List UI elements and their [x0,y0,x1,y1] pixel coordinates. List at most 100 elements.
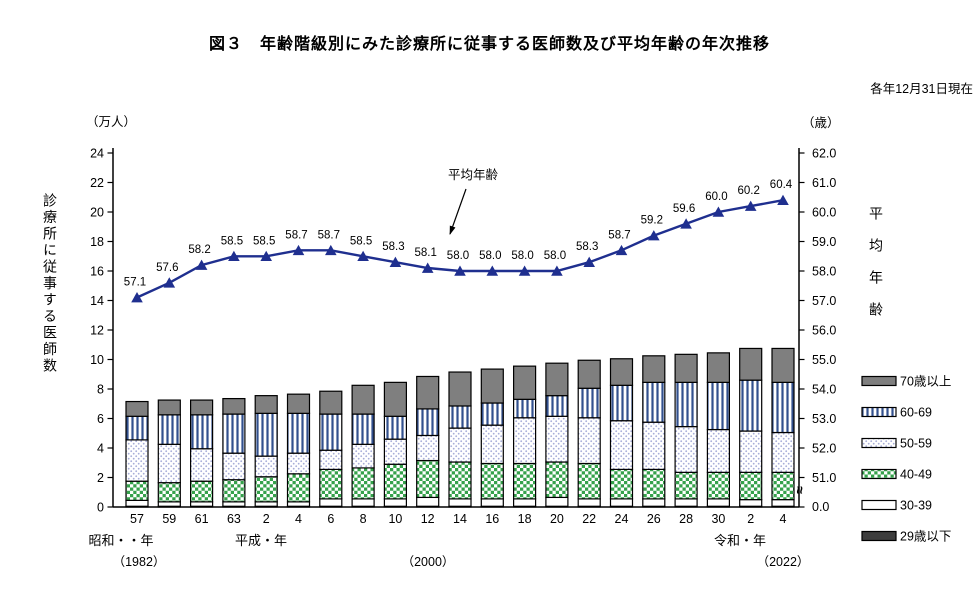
bar-segment [577,498,601,507]
bar-segment [190,501,214,507]
bar-segment [642,421,666,470]
right-axis-tick-label: 62.0 [812,147,836,161]
bar-segment [577,462,601,500]
line-value-label: 59.6 [673,203,695,215]
line-value-label: 58.5 [253,235,275,247]
left-axis-tick-label: 6 [97,412,104,426]
legend-swatch-gray [861,375,897,387]
bar-segment [545,461,569,499]
bar-segment [512,398,537,419]
left-axis-tick-label: 2 [97,471,104,485]
line-marker-triangle [357,250,369,262]
right-axis-unit-label: （歳） [802,116,840,130]
line-value-label: 58.7 [285,229,307,241]
bar-segment [157,399,181,416]
bar-segment [416,459,440,499]
x-axis-tick-label: 61 [195,512,209,526]
bar-segment [157,443,181,484]
bar-segment [609,498,634,507]
left-axis-tick-label: 4 [97,442,104,456]
bar-segment [706,498,731,507]
bar-segment [480,498,504,507]
bar-segment [157,501,181,507]
line-marker-triangle [744,200,757,211]
bar-segment [254,412,278,457]
line-value-label: 58.0 [479,250,501,262]
bar-segment [351,384,375,415]
x-axis-tick-label: 26 [647,512,661,526]
bar-segment [416,408,440,437]
bar-segment [125,480,149,501]
right-axis-zero-label: 0.0 [812,500,829,514]
bar-segment [254,455,278,478]
bar-segment [609,468,634,500]
x-axis-tick-label: 22 [582,512,596,526]
line-value-label: 57.1 [124,277,146,289]
line-value-label: 58.5 [350,235,372,247]
bar-segment [416,375,440,410]
bar-segment [286,501,311,507]
bar-segment [286,473,311,503]
line-marker-triangle [195,259,208,270]
bar-segment [706,381,731,431]
line-marker-triangle [260,250,272,262]
bar-segment [480,402,504,426]
bar-segment [480,368,504,404]
line-value-label: 58.3 [576,241,598,253]
bar-segment [674,471,698,500]
left-axis-tick-label: 18 [90,235,104,249]
bar-segment [739,379,763,432]
bar-segment [319,390,343,415]
line-value-label: 58.7 [608,229,630,241]
right-axis-tick-label: 61.0 [812,176,836,190]
bar-segment [577,387,601,419]
year-note-label: （1982） [113,555,166,569]
line-marker-triangle [680,218,692,229]
x-axis-tick-label: 57 [130,512,144,526]
line-marker-triangle [777,194,789,205]
bar-segment [125,439,149,482]
bar-segment [739,499,763,507]
bar-segment [286,412,311,454]
legend-swatch-dot [861,437,897,449]
bar-segment [125,499,149,507]
x-axis-tick-label: 4 [295,512,302,526]
bar-segment [448,461,472,500]
line-marker-triangle [454,265,466,276]
bar-segment [157,482,181,503]
bar-segment [254,395,278,414]
bar-segment [642,381,666,423]
line-value-label: 58.3 [382,241,404,253]
right-axis-tick-label: 53.0 [812,412,836,426]
legend-swatch-dark [861,530,897,542]
bar-segment [480,424,504,465]
line-value-label: 60.4 [770,179,793,191]
bar-segment [674,426,698,473]
bar-segment [448,498,472,507]
left-axis-tick-label: 24 [90,147,104,161]
bar-segment [642,498,666,507]
era-label: 令和・年 [714,533,766,548]
x-axis-tick-label: 24 [615,512,629,526]
bar-segment [739,471,763,501]
x-axis-tick-label: 59 [162,512,176,526]
line-value-label: 58.5 [221,235,243,247]
bar-segment [448,427,472,463]
as-of-date-note: 各年12月31日現在 [870,82,973,96]
bar-segment [383,415,407,440]
right-axis-tick-label: 57.0 [812,294,836,308]
x-axis-tick-label: 20 [550,512,564,526]
legend-swatch-check [861,468,897,480]
right-axis-tick-label: 56.0 [812,324,836,338]
bar-segment [383,463,407,500]
bar-segment [319,413,343,451]
bar-segment [254,501,278,507]
bar-segment [125,400,149,417]
x-axis-tick-label: 18 [518,512,532,526]
line-value-label: 60.0 [705,191,727,203]
chart-title: 図３ 年齢階級別にみた診療所に従事する医師数及び平均年齢の年次推移 [208,36,770,53]
bar-segment [609,420,634,470]
x-axis-tick-label: 6 [327,512,334,526]
bar-segment [190,480,214,503]
